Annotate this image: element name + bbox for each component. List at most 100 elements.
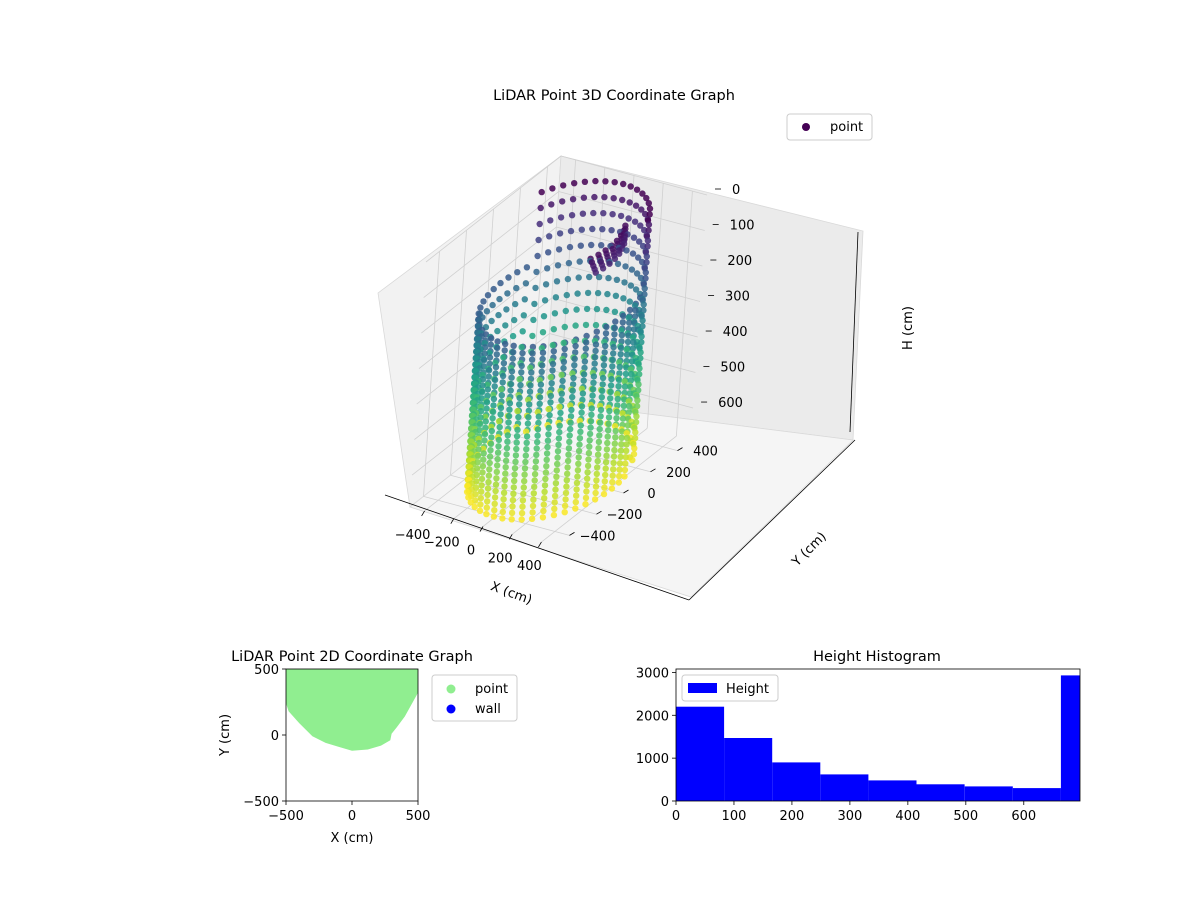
legend-marker-wall [446,704,456,714]
data-point [508,509,516,517]
data-point [559,377,566,385]
data-point [467,499,474,506]
data-point [491,494,499,501]
data-point [568,406,575,414]
z-axis-label-3d: H (cm) [901,306,916,350]
data-point [584,475,591,482]
grid-line [423,191,559,298]
data-point [623,441,630,448]
data-point [569,196,577,203]
data-point [547,217,554,224]
data-point [592,483,600,490]
data-point [635,381,642,388]
data-point [541,482,549,489]
data-point [586,430,594,438]
data-point [518,369,525,376]
data-point [591,354,599,361]
data-point [534,432,541,439]
data-point [533,451,540,459]
x-tick-label-3d: −400 [395,528,431,543]
data-point [617,351,624,358]
data-point [614,402,621,409]
data-point [463,488,471,496]
data-point [528,356,536,363]
data-point [529,343,537,351]
data-point [593,305,601,313]
data-point [528,515,536,522]
data-point [599,381,606,388]
data-point [572,505,579,512]
data-point [569,393,576,401]
histogram-bar [724,738,773,801]
data-point [620,312,627,320]
legend-swatch-height [688,683,717,693]
data-point [589,392,596,399]
data-point [527,382,534,389]
data-point [581,364,588,372]
data-point [531,300,538,308]
data-point [633,270,641,277]
data-point [483,308,491,315]
data-point [639,323,646,330]
data-point [484,491,491,499]
data-point [540,501,547,508]
data-point [610,459,617,467]
data-point [503,306,510,313]
data-point [541,488,548,495]
x-tick-3d [479,526,484,532]
data-point [498,386,505,393]
data-point [591,496,599,503]
data-point [571,362,578,369]
data-point [519,328,526,335]
y-tick-label-hist: 1000 [636,752,669,767]
data-point [509,332,517,340]
data-point [621,383,629,390]
data-point [569,387,576,394]
data-point [626,306,634,314]
data-point [519,503,526,510]
x-tick-label-3d: 0 [467,544,475,559]
data-point [512,452,520,459]
point-cloud [463,177,654,523]
data-point [535,419,542,427]
data-point [542,281,550,288]
data-point [585,456,592,463]
histogram-bar [1060,675,1080,801]
data-point [538,188,545,196]
legend-label-height: Height [726,682,769,697]
data-point [612,427,619,435]
data-point [500,354,507,361]
data-point [573,492,580,499]
data-point [516,401,523,408]
data-point [495,418,503,425]
data-point [529,509,536,516]
data-point [535,236,542,244]
data-point [504,438,511,445]
x-tick-label-2d: 0 [348,809,356,824]
data-point [476,317,483,324]
data-point [504,290,511,297]
data-point [567,227,575,235]
z-tick-label-3d: 0 [732,183,740,198]
data-point [582,501,589,508]
data-point [627,377,634,384]
data-point [610,453,618,460]
data-point [615,376,623,383]
data-point [623,247,630,254]
data-point [554,448,562,455]
data-point [489,408,497,415]
data-point [507,380,515,388]
x-tick-3d [538,541,542,548]
data-point [603,446,611,453]
data-point [562,496,569,503]
data-point [565,259,573,267]
grid-line [676,191,693,437]
ticks-histogram: 0 100 200 300 400 500 600 0 1000 2000 3000 [636,666,1036,824]
data-point [490,395,498,403]
data-point [494,462,501,469]
data-point [482,418,489,425]
data-point [560,364,567,372]
z-tick-label-3d: 600 [718,396,743,411]
data-point [556,428,563,436]
plot-area-2d [286,669,418,751]
